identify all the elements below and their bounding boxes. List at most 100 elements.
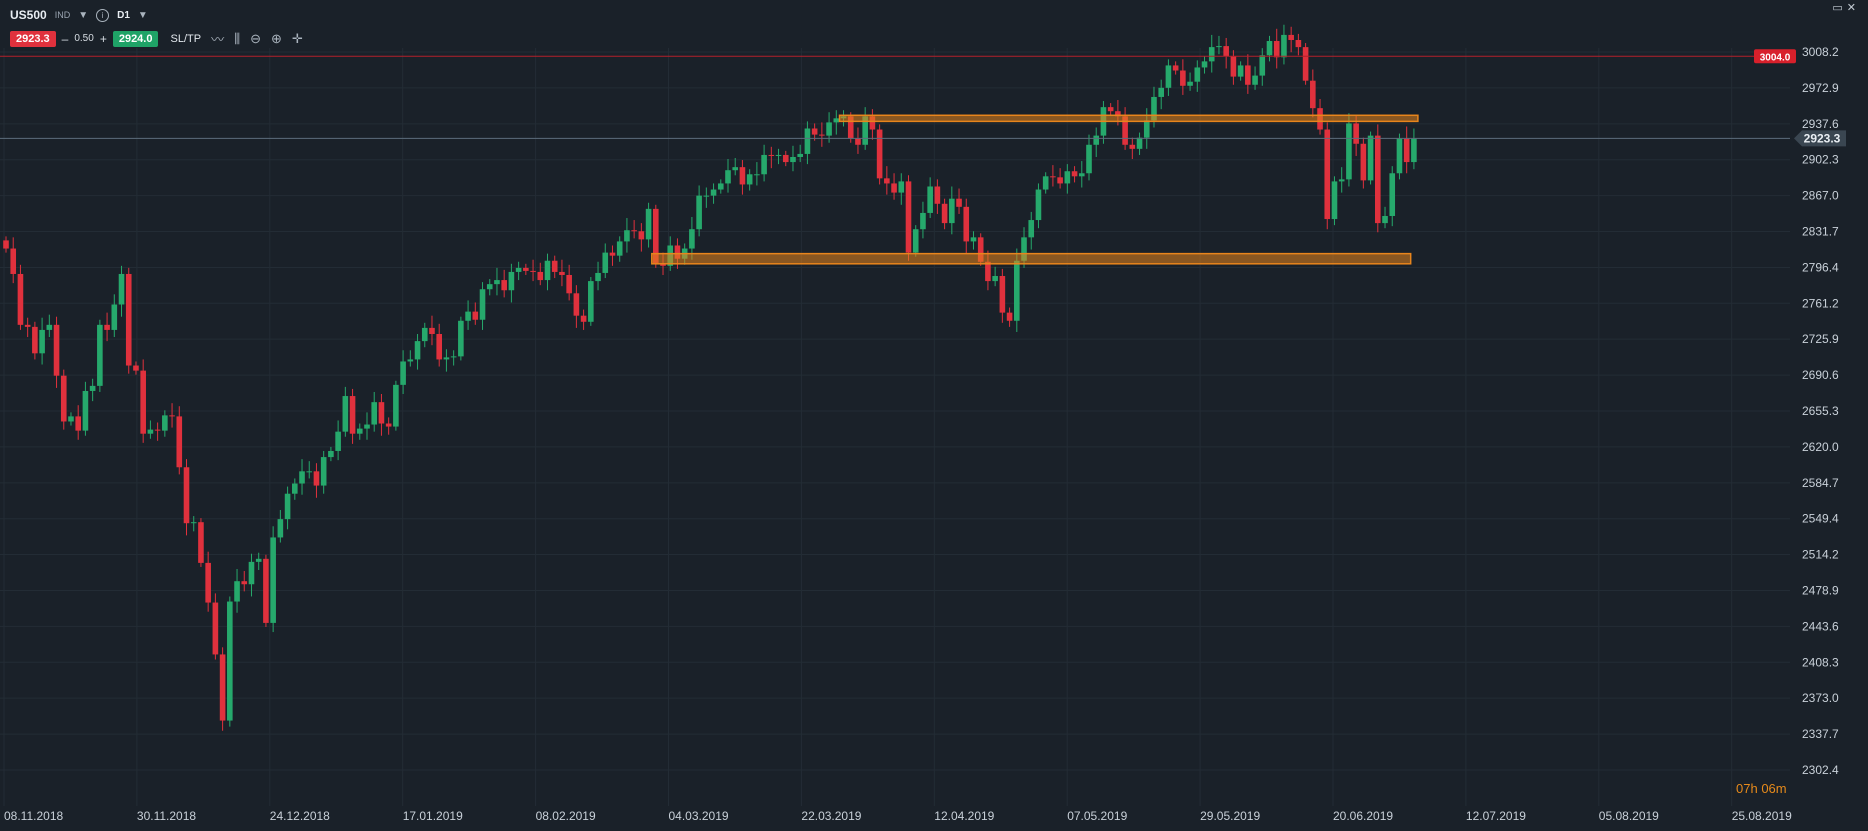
zoom-out-icon[interactable]: ⊖ [250,30,261,46]
candle-body [819,134,825,136]
candle-body [364,424,370,429]
timeframe-caret-icon[interactable]: ▼ [137,9,148,21]
alert-label-bg [1754,49,1796,64]
candle-body [1252,75,1258,85]
candle-body [198,522,204,563]
candle-body [963,206,970,242]
symbol-type: IND [54,10,71,20]
candle-body [248,561,255,585]
candle-body [551,260,558,272]
candle-body [1129,144,1136,149]
x-tick-label: 20.06.2019 [1333,809,1393,823]
sltp-button[interactable]: SL/TP [170,32,202,45]
candle-body [241,581,248,585]
window-controls: ▭ ✕ [1832,1,1856,14]
buy-button[interactable]: 2924.0 [112,30,159,47]
candle-body [1115,111,1121,117]
candle-body [450,356,457,358]
candle-body [393,384,399,427]
candle-body [1064,171,1071,184]
candle-body [1331,181,1338,220]
candle-body [328,450,334,458]
caret-down-icon[interactable]: ▼ [78,9,89,21]
candle-body [523,267,529,271]
candle-body [1035,189,1042,221]
candle-body [775,154,782,156]
y-tick-label: 2373.0 [1802,691,1839,705]
plus-icon[interactable]: + [99,31,107,46]
candle-body [515,267,522,272]
candle-body [1151,96,1157,121]
line-chart-icon[interactable]: 〰 [211,32,225,47]
candle-body [573,293,580,316]
candle-body [847,116,854,139]
candle-body [1006,312,1013,321]
candle-body [999,276,1006,313]
y-tick-label: 2972.9 [1802,81,1839,95]
y-tick-label: 2302.4 [1802,763,1839,777]
candle-body [530,270,536,272]
zone-rectangle [651,252,1412,265]
alert-label: 3004.0 [1760,52,1791,63]
crosshair-icon[interactable]: ✛ [291,30,303,46]
sell-button[interactable]: 2923.3 [10,30,56,47]
candle-body [638,231,645,240]
candle-body [1259,55,1266,76]
candle-body [270,537,276,623]
zoom-in-icon[interactable]: ⊕ [270,30,282,46]
candle-body [1093,135,1100,145]
candle-body [46,324,53,330]
candle-body [3,240,9,249]
candle-body [624,230,630,242]
candle-timer: 07h 06m [1736,781,1787,796]
candle-body [566,274,572,294]
candle-body [1266,41,1273,56]
candle-body [1411,138,1417,163]
close-icon[interactable]: ✕ [1846,2,1856,14]
candle-body [465,311,471,321]
candle-body [82,390,89,431]
maximize-icon[interactable]: ▭ [1832,2,1843,14]
candle-body [104,324,110,330]
symbol-name[interactable]: US500 [10,8,47,22]
candle-body [653,208,659,264]
candle-body [725,170,731,184]
candle-body [761,154,767,175]
candle-body [400,361,406,385]
y-tick-label: 2831.7 [1802,225,1839,239]
candle-body [292,483,298,494]
x-tick-label: 07.05.2019 [1067,809,1127,823]
indicators-icon[interactable]: ⫼ [234,30,241,46]
timeframe-selector[interactable]: D1 [117,9,130,21]
candle-body [1107,107,1114,112]
candle-body [732,167,739,171]
x-tick-label: 08.02.2019 [536,809,596,823]
symbol-bar: US500 IND ▼ i D1 ▼ [10,6,148,24]
candle-body [263,558,269,623]
y-tick-label: 2761.2 [1802,296,1839,310]
y-tick-label: 2725.9 [1802,332,1839,346]
candle-body [277,519,284,538]
candle-body [371,402,378,425]
x-tick-label: 17.01.2019 [403,809,463,823]
candle-body [602,252,609,273]
minus-icon[interactable]: – [61,31,69,46]
quantity-field[interactable]: 0.50 [74,33,94,44]
candle-body [494,280,500,285]
candle-body [219,654,226,721]
candle-body [133,365,139,371]
candle-body [616,241,623,256]
candle-body [1389,173,1396,216]
y-tick-label: 2937.6 [1802,117,1839,131]
x-tick-label: 22.03.2019 [801,809,861,823]
candle-body [1353,123,1359,144]
info-icon[interactable]: i [96,8,110,22]
x-tick-label: 12.04.2019 [934,809,994,823]
candle-body [1281,34,1287,58]
candle-body [284,493,291,520]
candle-body [1194,67,1201,82]
candle-body [898,181,905,193]
candle-body [429,327,435,334]
